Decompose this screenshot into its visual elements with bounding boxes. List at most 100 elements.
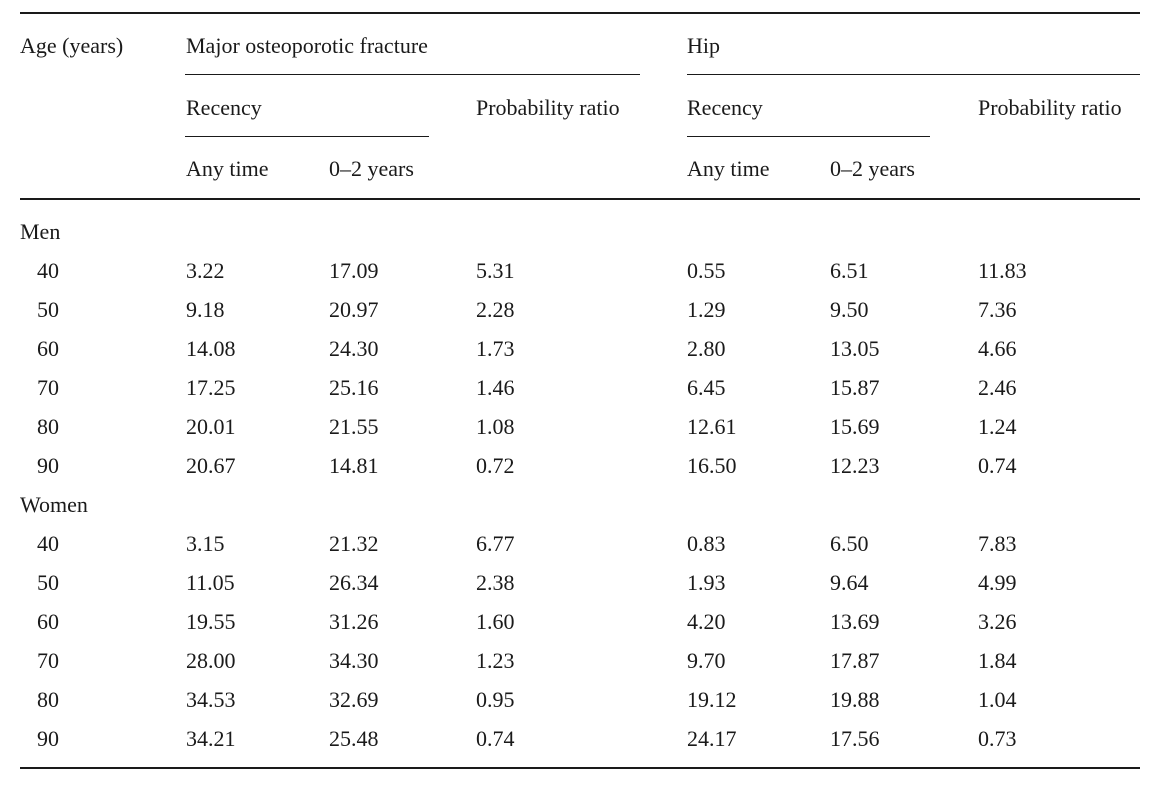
col-header-hip-prob-ratio: Probability ratio [978,95,1122,120]
group-label-women: Women [20,492,88,517]
cell-hip-0-2: 15.69 [830,414,880,439]
cell-hip-0-2: 17.56 [830,726,880,751]
cell-mof-pr: 0.72 [476,453,515,478]
cell-hip-pr: 2.46 [978,375,1017,400]
cell-hip-pr: 0.74 [978,453,1017,478]
cell-mof-0-2: 14.81 [329,453,379,478]
header-rule [20,198,1140,200]
cell-mof-pr: 1.23 [476,648,515,673]
col-header-hip-recency: Recency [687,95,763,120]
cell-hip-any: 24.17 [687,726,737,751]
col-header-hip-any-time: Any time [687,156,770,181]
cell-age: 90 [37,453,59,478]
col-header-hip-0-2-years: 0–2 years [830,156,915,181]
cell-mof-0-2: 25.48 [329,726,379,751]
cell-mof-0-2: 32.69 [329,687,379,712]
top-rule [20,12,1140,14]
cell-hip-0-2: 13.05 [830,336,880,361]
cell-age: 40 [37,258,59,283]
cell-hip-any: 0.83 [687,531,726,556]
cell-age: 50 [37,297,59,322]
cell-hip-any: 9.70 [687,648,726,673]
cell-mof-any: 19.55 [186,609,236,634]
cell-mof-0-2: 20.97 [329,297,379,322]
cell-mof-pr: 0.74 [476,726,515,751]
cell-age: 60 [37,609,59,634]
col-header-age: Age (years) [20,33,124,58]
col-header-mof-recency: Recency [186,95,262,120]
cell-mof-0-2: 21.32 [329,531,379,556]
cell-hip-pr: 11.83 [978,258,1027,283]
cell-hip-0-2: 6.51 [830,258,869,283]
cell-hip-0-2: 17.87 [830,648,880,673]
mof-recency-rule [185,136,429,137]
cell-hip-any: 19.12 [687,687,737,712]
cell-mof-0-2: 21.55 [329,414,379,439]
cell-hip-0-2: 15.87 [830,375,880,400]
hip-span-rule [687,74,1140,75]
cell-hip-0-2: 9.64 [830,570,869,595]
cell-hip-any: 1.93 [687,570,726,595]
cell-mof-any: 14.08 [186,336,236,361]
cell-mof-any: 34.53 [186,687,236,712]
bottom-rule [20,767,1140,769]
cell-hip-any: 12.61 [687,414,737,439]
cell-mof-pr: 2.28 [476,297,515,322]
cell-mof-0-2: 31.26 [329,609,379,634]
cell-hip-pr: 1.24 [978,414,1017,439]
mof-span-rule [185,74,640,75]
cell-mof-pr: 2.38 [476,570,515,595]
cell-hip-pr: 0.73 [978,726,1017,751]
cell-age: 70 [37,375,59,400]
cell-hip-0-2: 12.23 [830,453,880,478]
cell-age: 80 [37,687,59,712]
cell-hip-pr: 7.83 [978,531,1017,556]
cell-mof-any: 20.01 [186,414,236,439]
cell-mof-pr: 5.31 [476,258,515,283]
cell-hip-pr: 7.36 [978,297,1017,322]
cell-mof-0-2: 26.34 [329,570,379,595]
cell-age: 70 [37,648,59,673]
cell-hip-pr: 3.26 [978,609,1017,634]
cell-hip-any: 16.50 [687,453,737,478]
col-header-hip: Hip [687,33,720,58]
col-header-mof-0-2-years: 0–2 years [329,156,414,181]
cell-mof-0-2: 17.09 [329,258,379,283]
cell-hip-0-2: 6.50 [830,531,869,556]
hip-recency-rule [687,136,930,137]
cell-mof-any: 34.21 [186,726,236,751]
col-header-mof-any-time: Any time [186,156,269,181]
col-header-mof-prob-ratio: Probability ratio [476,95,620,120]
group-label-men: Men [20,219,61,244]
cell-age: 60 [37,336,59,361]
cell-mof-any: 17.25 [186,375,236,400]
cell-hip-any: 1.29 [687,297,726,322]
cell-mof-0-2: 25.16 [329,375,379,400]
cell-age: 90 [37,726,59,751]
cell-age: 50 [37,570,59,595]
cell-hip-any: 0.55 [687,258,726,283]
cell-hip-pr: 4.66 [978,336,1017,361]
cell-mof-pr: 1.60 [476,609,515,634]
cell-mof-pr: 1.08 [476,414,515,439]
cell-hip-any: 6.45 [687,375,726,400]
cell-hip-0-2: 9.50 [830,297,869,322]
cell-mof-any: 11.05 [186,570,235,595]
cell-mof-pr: 6.77 [476,531,515,556]
cell-mof-0-2: 34.30 [329,648,379,673]
cell-mof-any: 3.15 [186,531,225,556]
cell-age: 40 [37,531,59,556]
cell-hip-any: 2.80 [687,336,726,361]
cell-hip-0-2: 19.88 [830,687,880,712]
cell-mof-0-2: 24.30 [329,336,379,361]
cell-mof-any: 9.18 [186,297,225,322]
cell-mof-pr: 0.95 [476,687,515,712]
cell-hip-pr: 1.84 [978,648,1017,673]
cell-mof-any: 28.00 [186,648,236,673]
cell-age: 80 [37,414,59,439]
col-header-mof: Major osteoporotic fracture [186,33,428,58]
cell-hip-pr: 1.04 [978,687,1017,712]
cell-mof-pr: 1.73 [476,336,515,361]
cell-hip-pr: 4.99 [978,570,1017,595]
cell-hip-0-2: 13.69 [830,609,880,634]
